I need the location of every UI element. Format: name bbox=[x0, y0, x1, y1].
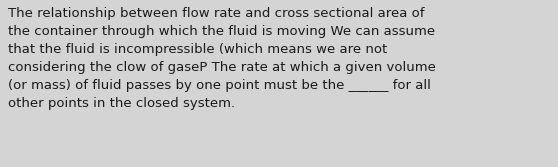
Text: The relationship between flow rate and cross sectional area of
the container thr: The relationship between flow rate and c… bbox=[8, 7, 436, 110]
